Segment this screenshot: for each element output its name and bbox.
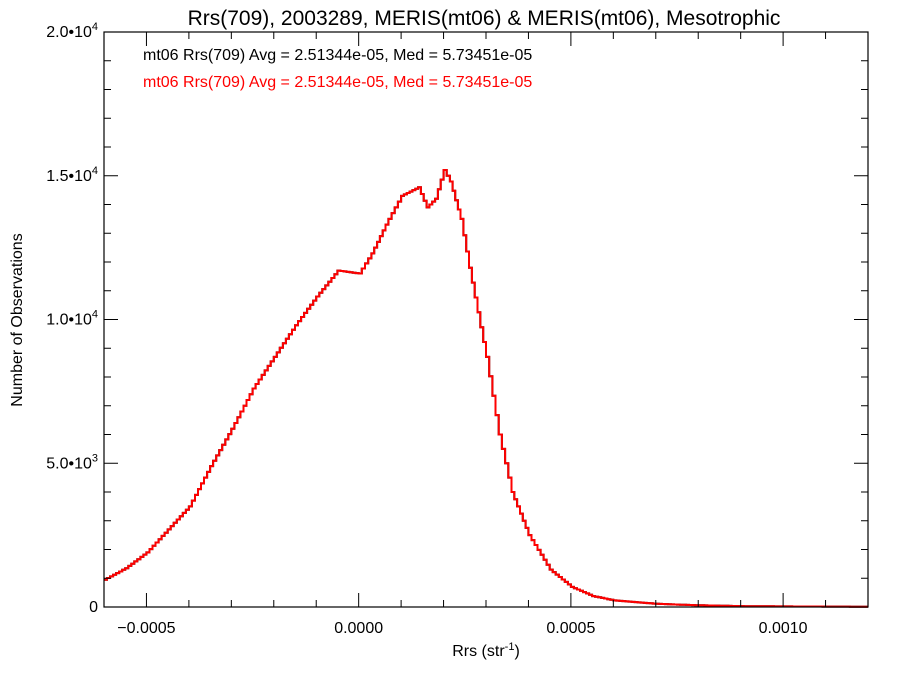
axes-layer: −0.0005 0.0000 0.0005 0.0010 0 5.0•103 1.0•104… xyxy=(46,21,869,637)
chart-title: Rrs(709), 2003289, MERIS(mt06) & MERIS(m… xyxy=(188,7,781,30)
y-tick-label: 0 xyxy=(89,599,98,616)
annotation-1: mt06 Rrs(709) Avg = 2.51344e-05, Med = 5… xyxy=(143,47,532,64)
x-tick-label: −0.0005 xyxy=(117,620,175,637)
y-tick-label: 1.0•104 xyxy=(46,309,98,329)
x-tick-label: 0.0005 xyxy=(546,620,595,637)
series-layer xyxy=(104,169,868,608)
x-tick-label: 0.0010 xyxy=(759,620,808,637)
y-tick-label: 1.5•104 xyxy=(46,165,98,185)
x-tick-label: 0.0000 xyxy=(334,620,383,637)
y-tick-label: 2.0•104 xyxy=(46,21,98,41)
histogram-series-2 xyxy=(104,169,868,608)
histogram-series-1 xyxy=(104,169,868,608)
x-axis-label: Rrs (str-1) xyxy=(452,641,520,660)
plot-frame xyxy=(103,31,869,608)
annotation-2: mt06 Rrs(709) Avg = 2.51344e-05, Med = 5… xyxy=(143,74,532,91)
annotations: mt06 Rrs(709) Avg = 2.51344e-05, Med = 5… xyxy=(143,47,532,91)
y-axis-label: Number of Observations xyxy=(9,233,26,406)
y-tick-label: 5.0•103 xyxy=(46,452,98,472)
